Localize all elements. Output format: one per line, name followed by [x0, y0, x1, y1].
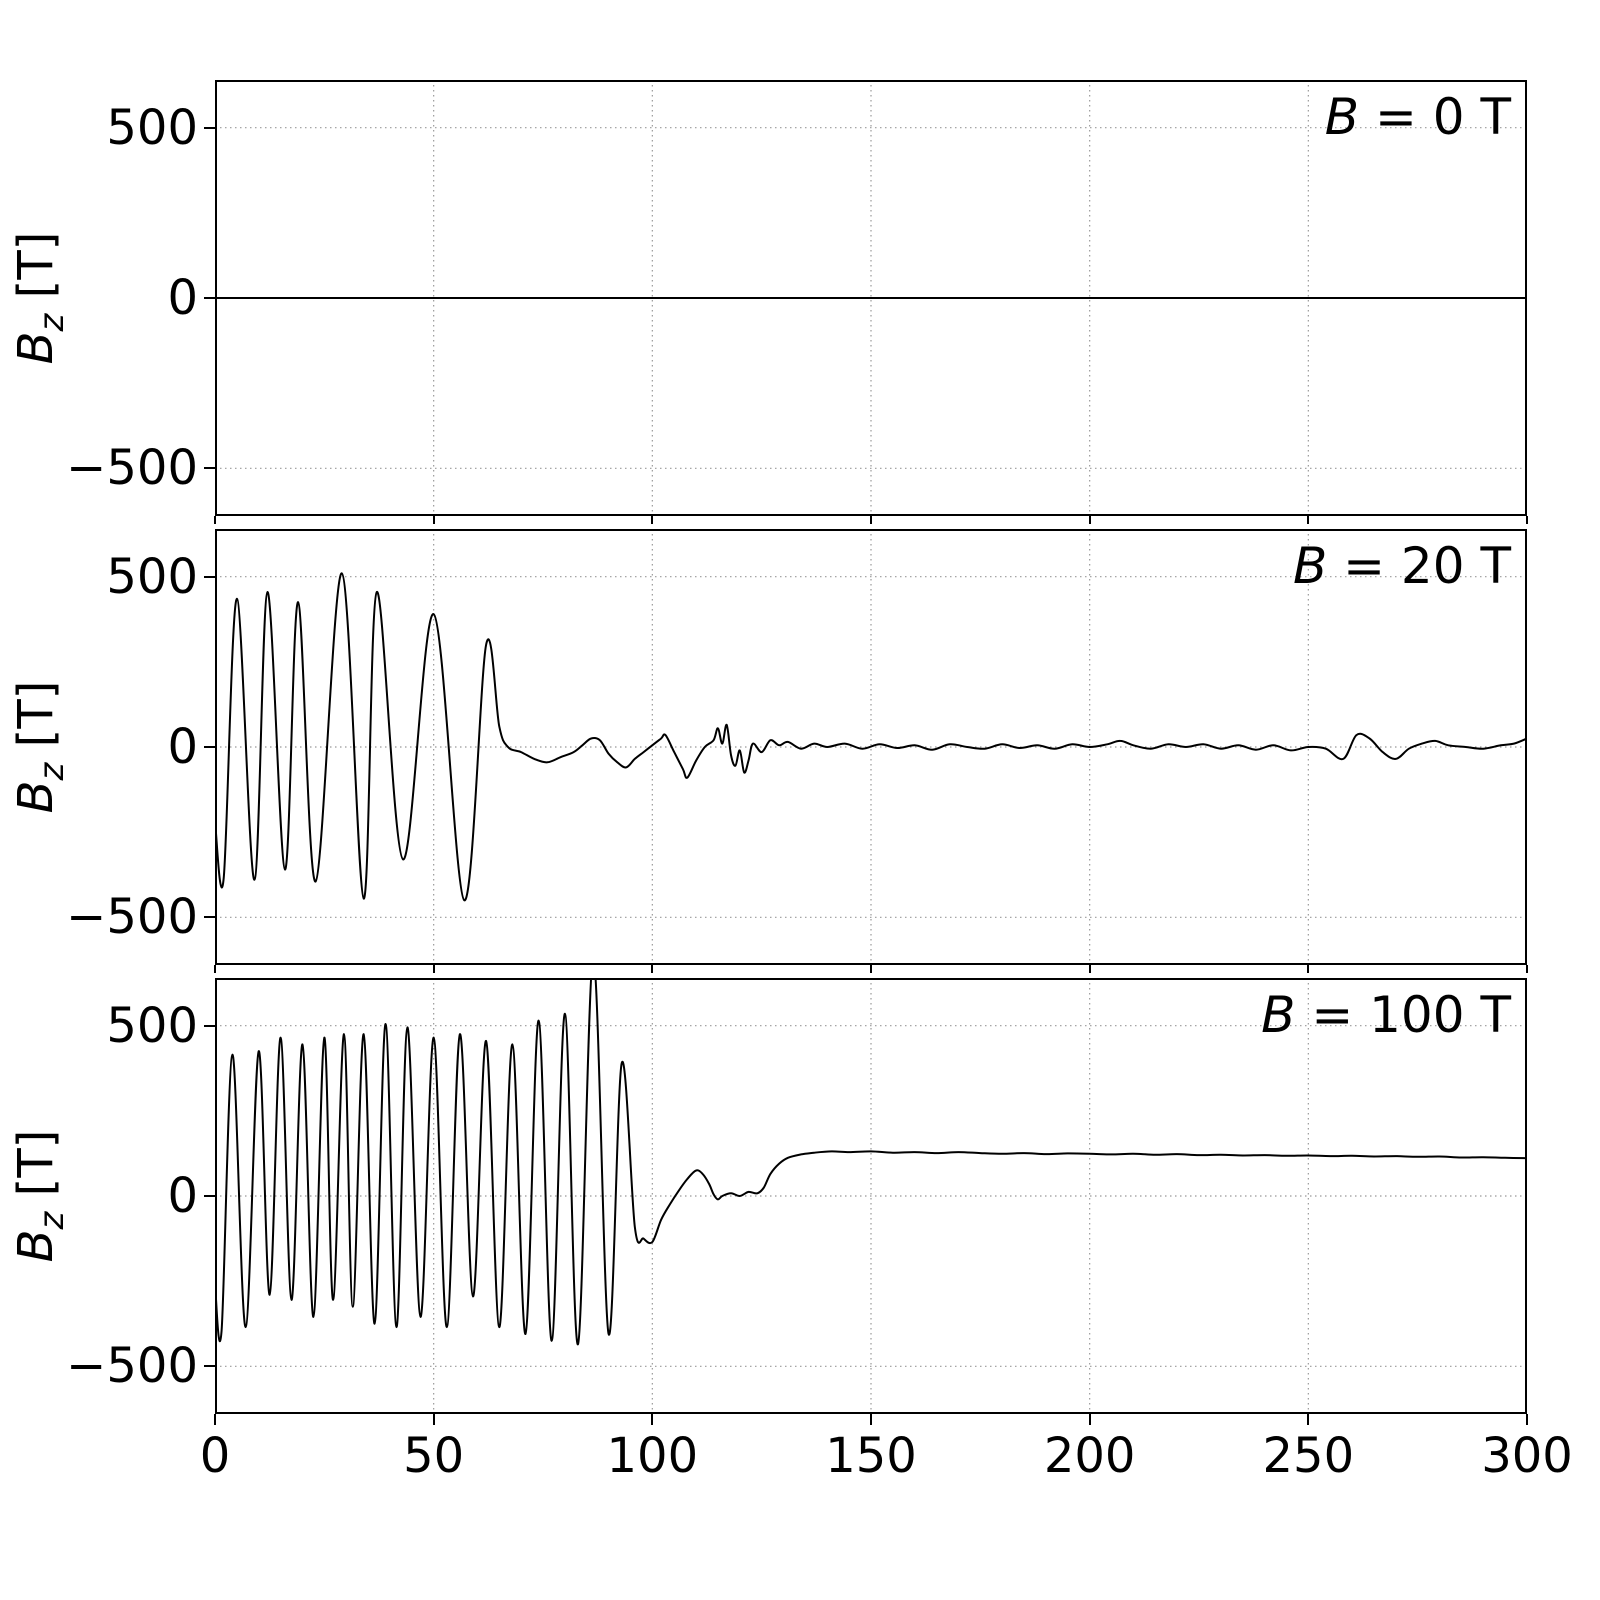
y-axis-label-unit: [T]	[8, 1129, 65, 1212]
x-tick-mark	[214, 965, 216, 973]
y-tick-mark	[204, 1195, 215, 1197]
y-axis-label-subscript: z	[31, 762, 72, 781]
panel-spines	[215, 80, 1527, 516]
y-axis-label: Bz [T]	[8, 681, 72, 814]
x-tick-label: 50	[403, 1428, 465, 1484]
x-tick-label: 100	[606, 1428, 699, 1484]
y-tick-label: 500	[106, 99, 198, 156]
y-tick-label: 500	[106, 997, 198, 1054]
panel-2: B = 20 T	[215, 529, 1527, 965]
x-tick-mark	[1526, 1414, 1528, 1425]
annotation-value: = 100 T	[1295, 986, 1511, 1044]
y-tick-label: 500	[106, 548, 198, 605]
y-tick-mark	[204, 575, 215, 578]
series-line-Bz	[215, 978, 1527, 1346]
x-tick-mark	[432, 965, 435, 973]
x-tick-label: 200	[1043, 1428, 1136, 1484]
y-tick-label: 0	[167, 1168, 198, 1224]
x-tick-mark	[214, 1414, 216, 1425]
y-axis-label-variable: B	[8, 331, 65, 365]
annotation-variable: B	[1261, 986, 1296, 1044]
y-tick-mark	[204, 126, 215, 129]
y-tick-mark	[204, 1365, 215, 1368]
y-tick-mark	[204, 1024, 215, 1027]
panel-plot-area	[215, 978, 1527, 1414]
y-tick-label: 0	[167, 719, 198, 775]
panel-spines	[215, 529, 1527, 965]
annotation-value: = 0 T	[1359, 88, 1511, 146]
panel-spines	[215, 978, 1527, 1414]
panel-1: B = 0 T	[215, 80, 1527, 516]
x-tick-label: 0	[199, 1428, 231, 1484]
x-tick-mark	[651, 1414, 654, 1425]
x-tick-mark	[1526, 516, 1528, 524]
x-tick-mark	[870, 1414, 872, 1425]
x-tick-mark	[1088, 965, 1091, 973]
x-tick-label: 300	[1481, 1428, 1573, 1484]
y-axis-label-variable: B	[8, 1229, 65, 1263]
x-tick-mark	[870, 965, 872, 973]
y-tick-label: −500	[66, 889, 198, 946]
annotation-variable: B	[1292, 537, 1328, 595]
panel-annotation: B = 100 T	[1261, 986, 1511, 1044]
x-tick-mark	[1307, 965, 1310, 973]
y-tick-mark	[204, 297, 215, 299]
y-tick-label: −500	[66, 440, 198, 497]
x-tick-mark	[870, 516, 872, 524]
y-axis-label: Bz [T]	[8, 232, 72, 365]
y-tick-mark	[204, 916, 215, 919]
x-tick-mark	[432, 1414, 435, 1425]
y-tick-label: −500	[66, 1338, 198, 1395]
x-tick-mark	[1526, 965, 1528, 973]
x-tick-mark	[1088, 516, 1091, 524]
y-axis-label-subscript: z	[31, 313, 72, 332]
panel-annotation: B = 0 T	[1325, 88, 1511, 146]
x-tick-label: 250	[1262, 1428, 1355, 1484]
series-line-Bz	[215, 572, 1527, 902]
panel-plot-area	[215, 529, 1527, 965]
annotation-value: = 20 T	[1327, 537, 1511, 595]
panel-3: B = 100 T	[215, 978, 1527, 1414]
y-tick-mark	[204, 746, 215, 748]
x-tick-mark	[1307, 516, 1310, 524]
x-tick-mark	[214, 516, 216, 524]
x-tick-mark	[651, 965, 654, 973]
x-tick-mark	[651, 516, 654, 524]
panel-annotation: B = 20 T	[1293, 537, 1511, 595]
y-tick-mark	[204, 467, 215, 470]
y-axis-label-variable: B	[8, 780, 65, 814]
x-tick-mark	[1088, 1414, 1091, 1425]
x-tick-mark	[1307, 1414, 1310, 1425]
annotation-variable: B	[1324, 88, 1360, 146]
y-axis-label: Bz [T]	[8, 1130, 72, 1263]
y-axis-label-unit: [T]	[8, 680, 65, 763]
y-axis-label-subscript: z	[31, 1211, 72, 1230]
x-tick-mark	[432, 516, 435, 524]
y-axis-label-unit: [T]	[8, 231, 65, 314]
y-tick-label: 0	[167, 270, 198, 326]
panel-plot-area	[215, 80, 1527, 516]
x-tick-label: 150	[825, 1428, 917, 1484]
